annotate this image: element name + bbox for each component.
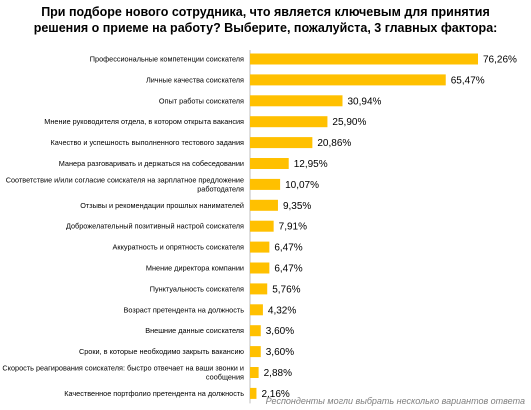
- chart-title-line-2: решения о приеме на работу? Выберите, по…: [33, 21, 498, 35]
- chart-title: При подборе нового сотрудника, что являе…: [0, 4, 531, 36]
- category-label: Аккуратность и опрятность соискателя: [113, 243, 244, 252]
- data-label: 6,47%: [274, 243, 302, 254]
- bar: [250, 95, 343, 107]
- data-label: 9,35%: [283, 201, 311, 212]
- data-label: 30,94%: [348, 96, 382, 107]
- bar: [250, 304, 263, 316]
- data-label: 3,60%: [266, 326, 294, 337]
- bar: [250, 74, 446, 86]
- category-label: Скорость реагирования соискателя: быстро…: [2, 364, 244, 382]
- chart-title-line-1: При подборе нового сотрудника, что являе…: [41, 5, 490, 19]
- data-label: 5,76%: [272, 284, 300, 295]
- category-label: Возраст претендента на должность: [124, 305, 245, 314]
- data-label: 2,16%: [261, 389, 289, 400]
- category-label: Мнение руководителя отдела, в котором от…: [44, 117, 244, 126]
- bar: [250, 158, 289, 169]
- data-label: 6,47%: [274, 264, 302, 275]
- category-label: Профессиональные компетенции соискателя: [90, 55, 244, 64]
- bar: [250, 178, 281, 190]
- category-label: Мнение директора компании: [146, 264, 244, 273]
- bar: [250, 53, 478, 65]
- category-label: Качество и успешность выполненного тесто…: [51, 138, 245, 147]
- category-label: Внешние данные соискателя: [145, 326, 244, 335]
- footnote: Респонденты могли выбрать несколько вари…: [265, 396, 525, 406]
- data-label: 4,32%: [268, 305, 296, 316]
- bar: [250, 367, 259, 378]
- data-label: 65,47%: [451, 75, 485, 86]
- category-label: Опыт работы соискателя: [159, 96, 244, 105]
- data-label: 20,86%: [317, 138, 351, 149]
- category-label: Манера разговаривать и держаться на собе…: [59, 159, 244, 168]
- category-label: Доброжелательный позитивный настрой соис…: [66, 222, 244, 231]
- bar: [250, 199, 278, 211]
- category-label: Сроки, в которые необходимо закрыть вака…: [79, 347, 245, 356]
- bar: [250, 387, 257, 399]
- data-label: 25,90%: [332, 117, 366, 128]
- category-label: Отзывы и рекомендации прошлых нанимателе…: [80, 201, 244, 210]
- bar: [250, 262, 270, 274]
- bar: [250, 325, 261, 337]
- bar: [250, 220, 274, 232]
- category-label: Качественное портфолио претендента на до…: [64, 389, 244, 398]
- data-label: 7,91%: [279, 222, 307, 233]
- data-label: 12,95%: [294, 159, 328, 170]
- data-label: 3,60%: [266, 347, 294, 358]
- bar: [250, 137, 313, 149]
- bar: [250, 241, 270, 253]
- category-label: Соответствие и/или согласие соискателя н…: [6, 175, 244, 193]
- category-label: Пунктуальность соискателя: [150, 284, 244, 293]
- bar: [250, 116, 328, 128]
- bar: [250, 283, 268, 295]
- category-label: Личные качества соискателя: [146, 75, 244, 84]
- data-label: 2,88%: [264, 368, 292, 379]
- data-label: 76,26%: [483, 55, 517, 66]
- bar: [250, 346, 261, 358]
- data-label: 10,07%: [285, 180, 319, 191]
